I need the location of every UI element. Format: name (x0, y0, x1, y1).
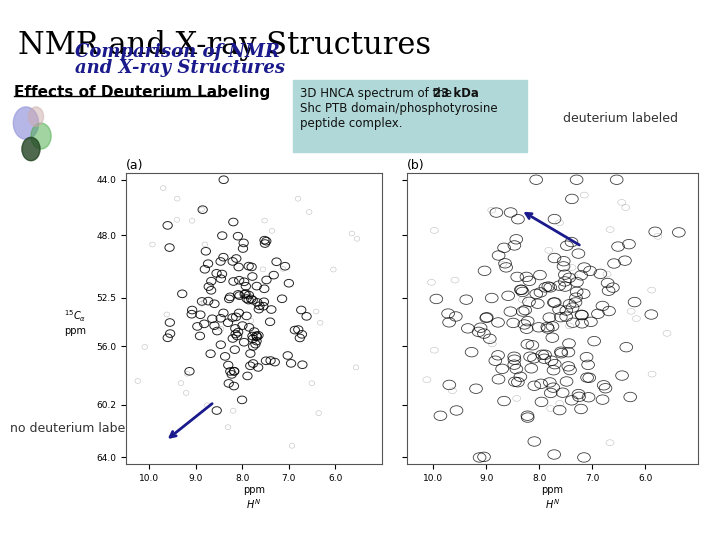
Text: and X-ray Structures: and X-ray Structures (75, 59, 285, 77)
Text: no deuterium labeling: no deuterium labeling (10, 422, 148, 435)
Circle shape (14, 107, 39, 139)
Text: Shc PTB domain/phosphotyrosine: Shc PTB domain/phosphotyrosine (300, 102, 498, 115)
Text: (b): (b) (407, 159, 424, 172)
Circle shape (31, 123, 51, 149)
X-axis label: ppm
$H^N$: ppm $H^N$ (541, 484, 564, 511)
Text: peptide complex.: peptide complex. (300, 117, 402, 130)
Text: deuterium labeled: deuterium labeled (563, 112, 678, 125)
Y-axis label: $^{15}C_\alpha$
ppm: $^{15}C_\alpha$ ppm (64, 309, 86, 336)
FancyBboxPatch shape (293, 80, 527, 152)
Text: 3D HNCA spectrum of the: 3D HNCA spectrum of the (300, 87, 456, 100)
X-axis label: ppm
$H^N$: ppm $H^N$ (243, 484, 265, 511)
Text: (a): (a) (126, 159, 143, 172)
Circle shape (29, 107, 44, 126)
Text: Comparison of NMR: Comparison of NMR (75, 43, 280, 61)
Circle shape (22, 137, 40, 161)
Text: 23 kDa: 23 kDa (433, 87, 479, 100)
Text: Effects of Deuterium Labeling: Effects of Deuterium Labeling (14, 85, 270, 100)
Text: NMR and X-ray Structures: NMR and X-ray Structures (18, 30, 431, 61)
